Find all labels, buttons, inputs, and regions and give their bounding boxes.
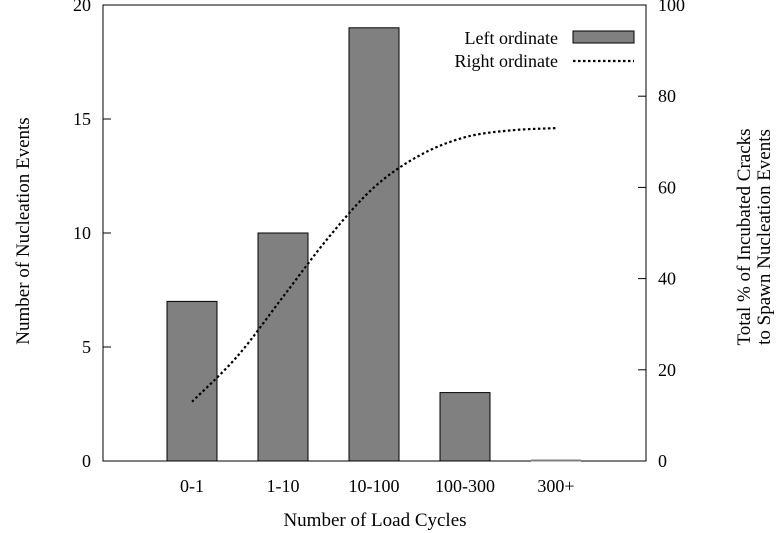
y-tick-label: 0 [82, 451, 91, 471]
bar-series [166, 27, 581, 462]
left-axis: 0 5 10 15 20 [73, 0, 111, 471]
right-ordinate-curve [191, 127, 557, 403]
x-axis-label: Number of Load Cycles [283, 510, 466, 531]
y2-tick-label: 20 [658, 360, 676, 380]
y-axis-label: Number of Nucleation Events [13, 117, 34, 344]
x-axis: 0-1 1-10 10-100 100-300 300+ [180, 476, 575, 496]
x-tick-label: 300+ [537, 476, 574, 496]
bar [348, 27, 400, 462]
x-tick-label: 1-10 [267, 476, 300, 496]
y2-axis-label-line2: to Spawn Nucleation Events [754, 129, 775, 345]
y2-tick-label: 80 [658, 86, 676, 106]
y2-tick-label: 100 [658, 0, 685, 15]
legend: Left ordinate Right ordinate [455, 28, 635, 71]
right-axis: 0 20 40 60 80 100 [638, 0, 685, 471]
y2-tick-label: 0 [658, 451, 667, 471]
legend-label-left-ordinate: Left ordinate [465, 28, 558, 48]
x-tick-label: 0-1 [180, 476, 204, 496]
x-tick-label: 100-300 [435, 476, 495, 496]
y2-tick-label: 40 [658, 269, 676, 289]
bar [166, 300, 218, 462]
y-tick-label: 20 [73, 0, 91, 15]
legend-label-right-ordinate: Right ordinate [455, 51, 558, 71]
legend-swatch-bar [572, 30, 635, 44]
y-tick-label: 10 [73, 223, 91, 243]
bar [439, 392, 491, 462]
x-tick-label: 10-100 [349, 476, 400, 496]
bar [257, 232, 309, 462]
y2-tick-label: 60 [658, 177, 676, 197]
y-tick-label: 5 [82, 337, 91, 357]
y-tick-label: 15 [73, 109, 91, 129]
y2-axis-label-line1: Total % of Incubated Cracks [734, 128, 755, 345]
